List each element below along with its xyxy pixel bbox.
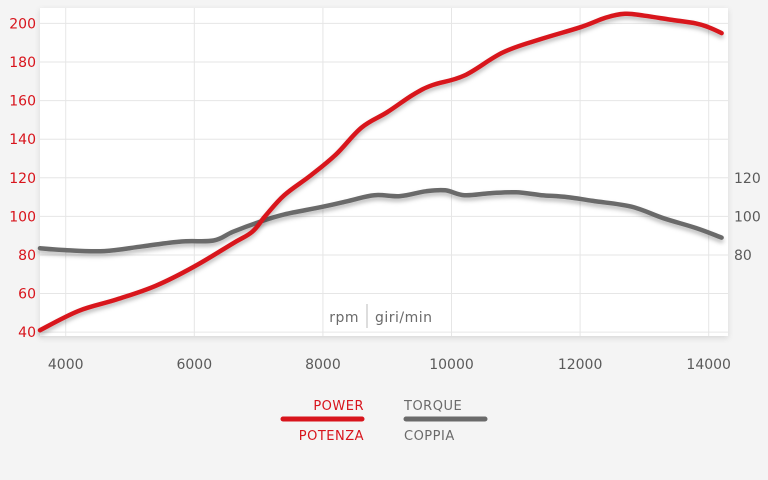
y-left-tick-label: 140 [9,132,36,148]
y-right-tick-label: 100 [734,209,761,225]
x-tick-label: 14000 [686,357,731,373]
x-tick-label: 8000 [305,357,341,373]
x-axis-unit-label: rpm giri/min [324,302,442,328]
y-left-tick-label: 40 [18,325,36,341]
series-line-torque [37,187,724,254]
unit-label-giri: giri/min [375,310,433,326]
y-left-tick-label: 120 [9,171,36,187]
x-tick-label: 6000 [176,357,212,373]
legend-coppia-label: COPPIA [404,429,455,444]
y-left-tick-label: 100 [9,209,36,225]
unit-label-rpm: rpm [329,310,359,326]
y-right-tick-label: 120 [734,171,761,187]
legend-torque-label: TORQUE [403,399,462,414]
y-right-tick-label: 80 [734,248,752,264]
legend-power: POWER POTENZA [280,399,365,444]
legend-potenza-label: POTENZA [299,429,364,444]
series-line-power [37,11,724,333]
x-tick-label: 10000 [429,357,474,373]
x-tick-label: 4000 [48,357,84,373]
y-left-tick-label: 80 [18,248,36,264]
grid [40,8,728,336]
plot-panel [40,8,728,336]
x-tick-label: 12000 [558,357,603,373]
x-axis-ticks: 4000 6000 8000 10000 12000 14000 [48,357,731,373]
y-left-tick-label: 180 [9,55,36,71]
y-left-tick-label: 160 [9,94,36,110]
y-axis-left-ticks: 40 60 80 100 120 140 160 180 200 [9,16,36,341]
y-left-tick-label: 60 [18,287,36,303]
legend-torque: TORQUE COPPIA [403,399,488,444]
series-lines [37,11,724,333]
legend-power-label: POWER [313,399,364,414]
legend: POWER POTENZA TORQUE COPPIA [280,399,488,444]
unit-label-backdrop [324,302,442,328]
y-axis-right-ticks: 80 100 120 [734,171,761,264]
y-left-tick-label: 200 [9,16,36,32]
